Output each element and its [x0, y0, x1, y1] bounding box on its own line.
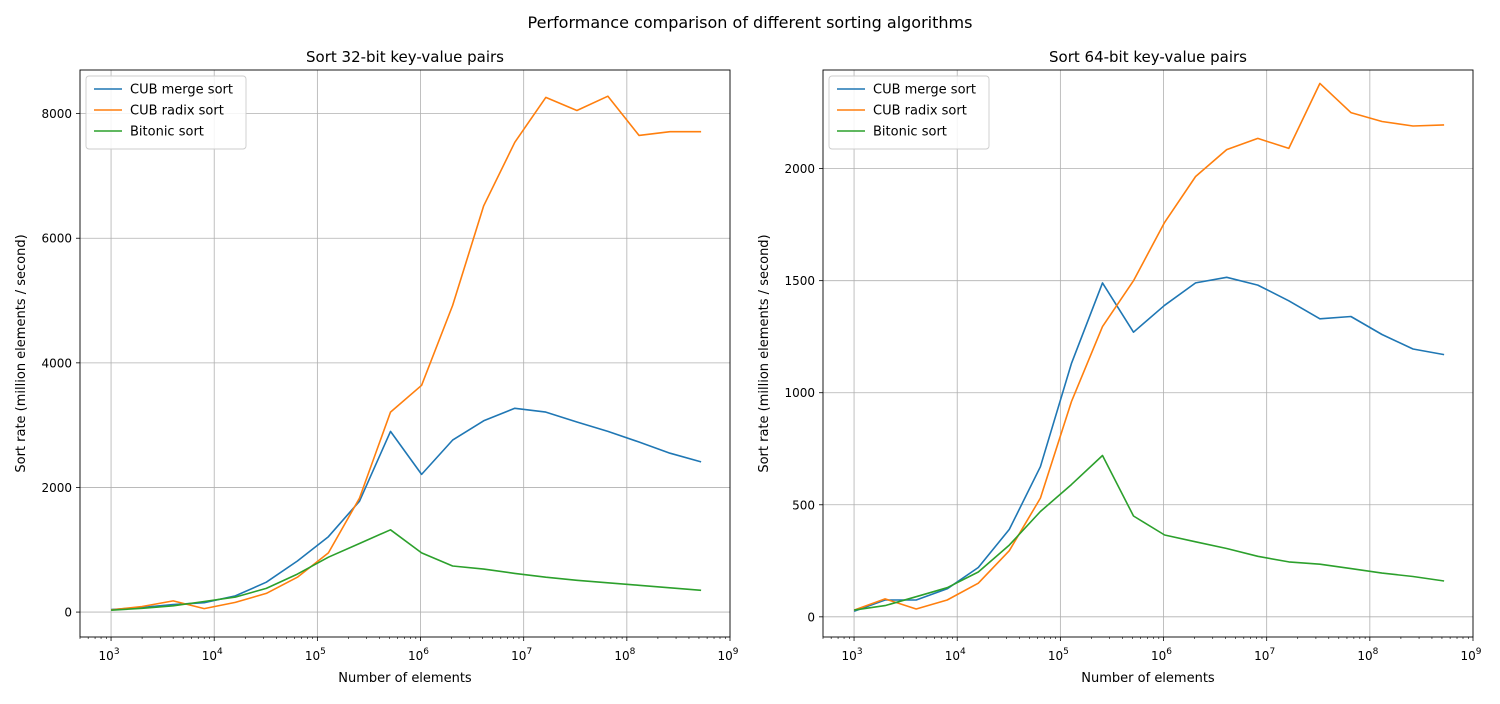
- legend: CUB merge sort CUB radix sort Bitonic sort: [828, 75, 990, 150]
- y-tick-label: 500: [792, 498, 815, 512]
- series-line-bitonic-sort: [111, 528, 702, 611]
- chart-panel-1: 103 104 105 106 107 108 109 0 2000 4000 6000 8000 So…: [14, 48, 739, 686]
- legend-box: [85, 75, 247, 150]
- figure-suptitle: Performance comparison of different sort…: [528, 13, 973, 32]
- legend-label: Bitonic sort: [130, 125, 204, 140]
- x-tick-label: 106: [1151, 647, 1172, 663]
- series-line-cub-radix-sort: [853, 82, 1445, 611]
- y-tick-label: 4000: [41, 356, 72, 370]
- series-line-cub-radix-sort: [111, 95, 702, 611]
- axes-frame: [822, 69, 1474, 638]
- chart-title: Sort 32-bit key-value pairs: [306, 48, 504, 66]
- y-tick-label: 0: [807, 610, 815, 624]
- chart-title: Sort 64-bit key-value pairs: [1049, 48, 1247, 66]
- x-axis-label: Number of elements: [338, 671, 472, 686]
- legend-label: Bitonic sort: [873, 125, 947, 140]
- series-line-cub-merge-sort: [853, 276, 1445, 612]
- x-axis-label: Number of elements: [1081, 671, 1215, 686]
- x-tick-label: 107: [1254, 647, 1275, 663]
- x-tick-label: 105: [1048, 647, 1069, 663]
- x-tick-label: 108: [1357, 647, 1378, 663]
- x-tick-label: 107: [511, 647, 532, 663]
- x-tick-label: 109: [1460, 647, 1481, 663]
- y-tick-label: 0: [64, 606, 72, 620]
- x-tick-label: 105: [305, 647, 326, 663]
- legend-box: [828, 75, 990, 150]
- y-tick-label: 2000: [41, 481, 72, 495]
- series-line-cub-merge-sort: [111, 407, 702, 611]
- legend: CUB merge sort CUB radix sort Bitonic sort: [85, 75, 247, 150]
- legend-label: CUB merge sort: [130, 83, 233, 98]
- legend-label: CUB radix sort: [873, 104, 967, 119]
- x-tick-label: 106: [408, 647, 429, 663]
- series-line-bitonic-sort: [853, 454, 1445, 611]
- y-tick-label: 6000: [41, 232, 72, 246]
- x-tick-label: 103: [99, 647, 120, 663]
- y-tick-label: 1000: [784, 386, 815, 400]
- x-tick-label: 103: [842, 647, 863, 663]
- y-tick-label: 1500: [784, 274, 815, 288]
- x-tick-label: 104: [202, 647, 223, 663]
- axes-frame: [79, 69, 731, 638]
- x-tick-label: 104: [945, 647, 966, 663]
- y-axis-label: Sort rate (million elements / second): [757, 234, 772, 472]
- y-axis-label: Sort rate (million elements / second): [14, 234, 29, 472]
- x-tick-label: 109: [717, 647, 738, 663]
- y-tick-label: 8000: [41, 107, 72, 121]
- y-tick-label: 2000: [784, 162, 815, 176]
- legend-label: CUB radix sort: [130, 104, 224, 119]
- chart-panel-2: 103 104 105 106 107 108 109 0 500 1000 1500 2000 Sor…: [757, 48, 1482, 686]
- legend-label: CUB merge sort: [873, 83, 976, 98]
- x-tick-label: 108: [614, 647, 635, 663]
